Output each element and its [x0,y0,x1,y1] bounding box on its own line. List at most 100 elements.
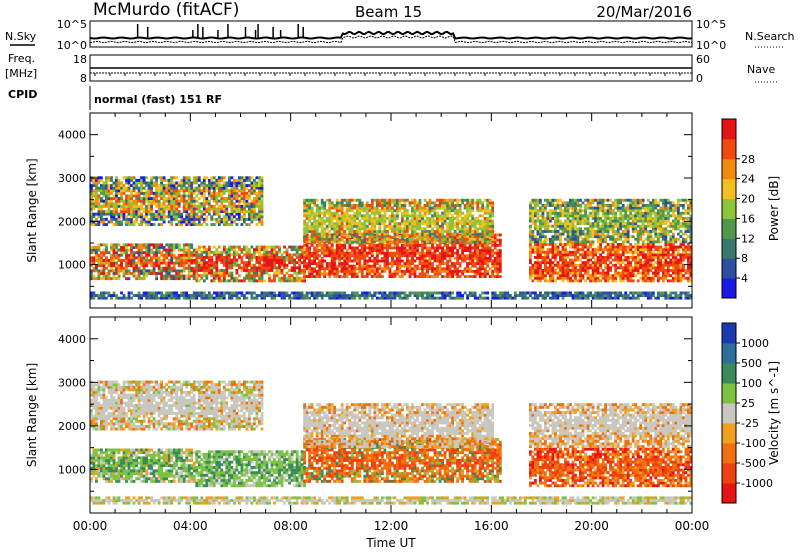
echo-cell [197,220,201,224]
echo-cell [363,237,367,241]
echo-cell [386,267,389,271]
echo-cell [117,178,121,182]
echo-cell [549,274,552,278]
echo-cell [157,204,161,208]
echo-cell [393,209,397,213]
echo-cell [426,272,429,276]
echo-cell [471,230,475,233]
echo-cell [358,230,362,233]
echo-cell [92,261,96,265]
echo-cell [318,222,322,226]
echo-cell [529,217,532,220]
echo-cell [443,251,447,255]
echo-cell [370,237,374,241]
echo-cell [491,264,495,268]
echo-cell [310,262,314,265]
echo-cell [629,261,633,265]
echo-cell [142,243,146,247]
echo-cell [413,264,417,268]
echo-cell [273,261,276,265]
echo-cell [235,199,239,203]
echo-cell [586,271,590,275]
echo-cell [636,250,640,254]
echo-cell [426,269,429,273]
echo-cell [170,253,174,257]
echo-cell [135,215,138,219]
echo-cell [488,201,492,205]
echo-cell [315,246,319,250]
echo-cell [536,248,540,252]
echo-cell [486,235,490,239]
echo-cell [110,189,113,193]
echo-cell [120,194,123,198]
echo-cell [140,269,143,273]
echo-cell [243,215,246,219]
echo-cell [481,206,485,210]
echo-cell [556,274,560,278]
echo-cell [127,202,131,206]
echo-cell [117,266,121,270]
echo-cell [187,251,191,255]
echo-cell [671,250,675,254]
echo-cell [225,210,229,213]
echo-cell [110,246,113,249]
echo-cell [210,176,214,180]
echo-cell [240,223,244,226]
echo-cell [689,271,693,275]
echo-cell [238,189,241,193]
echo-cell [200,263,204,267]
echo-cell [571,266,575,270]
echo-cell [225,279,229,283]
echo-cell [431,251,434,255]
echo-cell [601,256,605,259]
echo-cell [107,207,111,211]
echo-cell [473,269,477,273]
echo-cell [381,232,384,236]
echo-cell [273,250,276,254]
echo-cell [160,274,163,278]
echo-cell [438,230,442,233]
echo-cell [132,199,136,203]
echo-cell [383,240,387,244]
echo-cell [100,199,103,203]
echo-cell [157,269,161,273]
echo-cell [210,258,214,262]
echo-cell [458,230,462,233]
echo-cell [102,248,106,252]
echo-cell [483,275,487,278]
echo-cell [549,271,552,275]
echo-cell [541,258,545,262]
echo-cell [438,204,442,207]
echo-cell [105,176,108,180]
echo-cell [127,210,131,213]
echo-cell [463,246,467,250]
echo-cell [433,222,437,226]
echo-cell [343,256,347,260]
echo-cell [358,198,362,202]
echo-cell [616,250,620,254]
echo-cell [486,264,490,268]
echo-cell [338,259,342,263]
echo-cell [461,269,464,273]
echo-cell [150,189,153,193]
echo-cell [235,204,239,208]
echo-cell [453,251,457,255]
echo-cell [338,237,342,241]
echo-cell [566,243,570,246]
echo-cell [624,274,628,278]
echo-cell [406,269,409,273]
echo-cell [127,261,131,265]
echo-cell [471,217,475,220]
echo-cell [609,261,612,265]
echo-cell [396,227,399,231]
echo-cell [217,204,221,208]
echo-cell [438,235,442,239]
echo-cell [381,238,384,242]
echo-cell [102,264,106,268]
echo-cell [546,248,550,252]
echo-cell [238,202,241,206]
echo-cell [616,261,620,265]
echo-cell [368,217,372,220]
echo-cell [175,197,179,200]
echo-cell [225,204,229,208]
